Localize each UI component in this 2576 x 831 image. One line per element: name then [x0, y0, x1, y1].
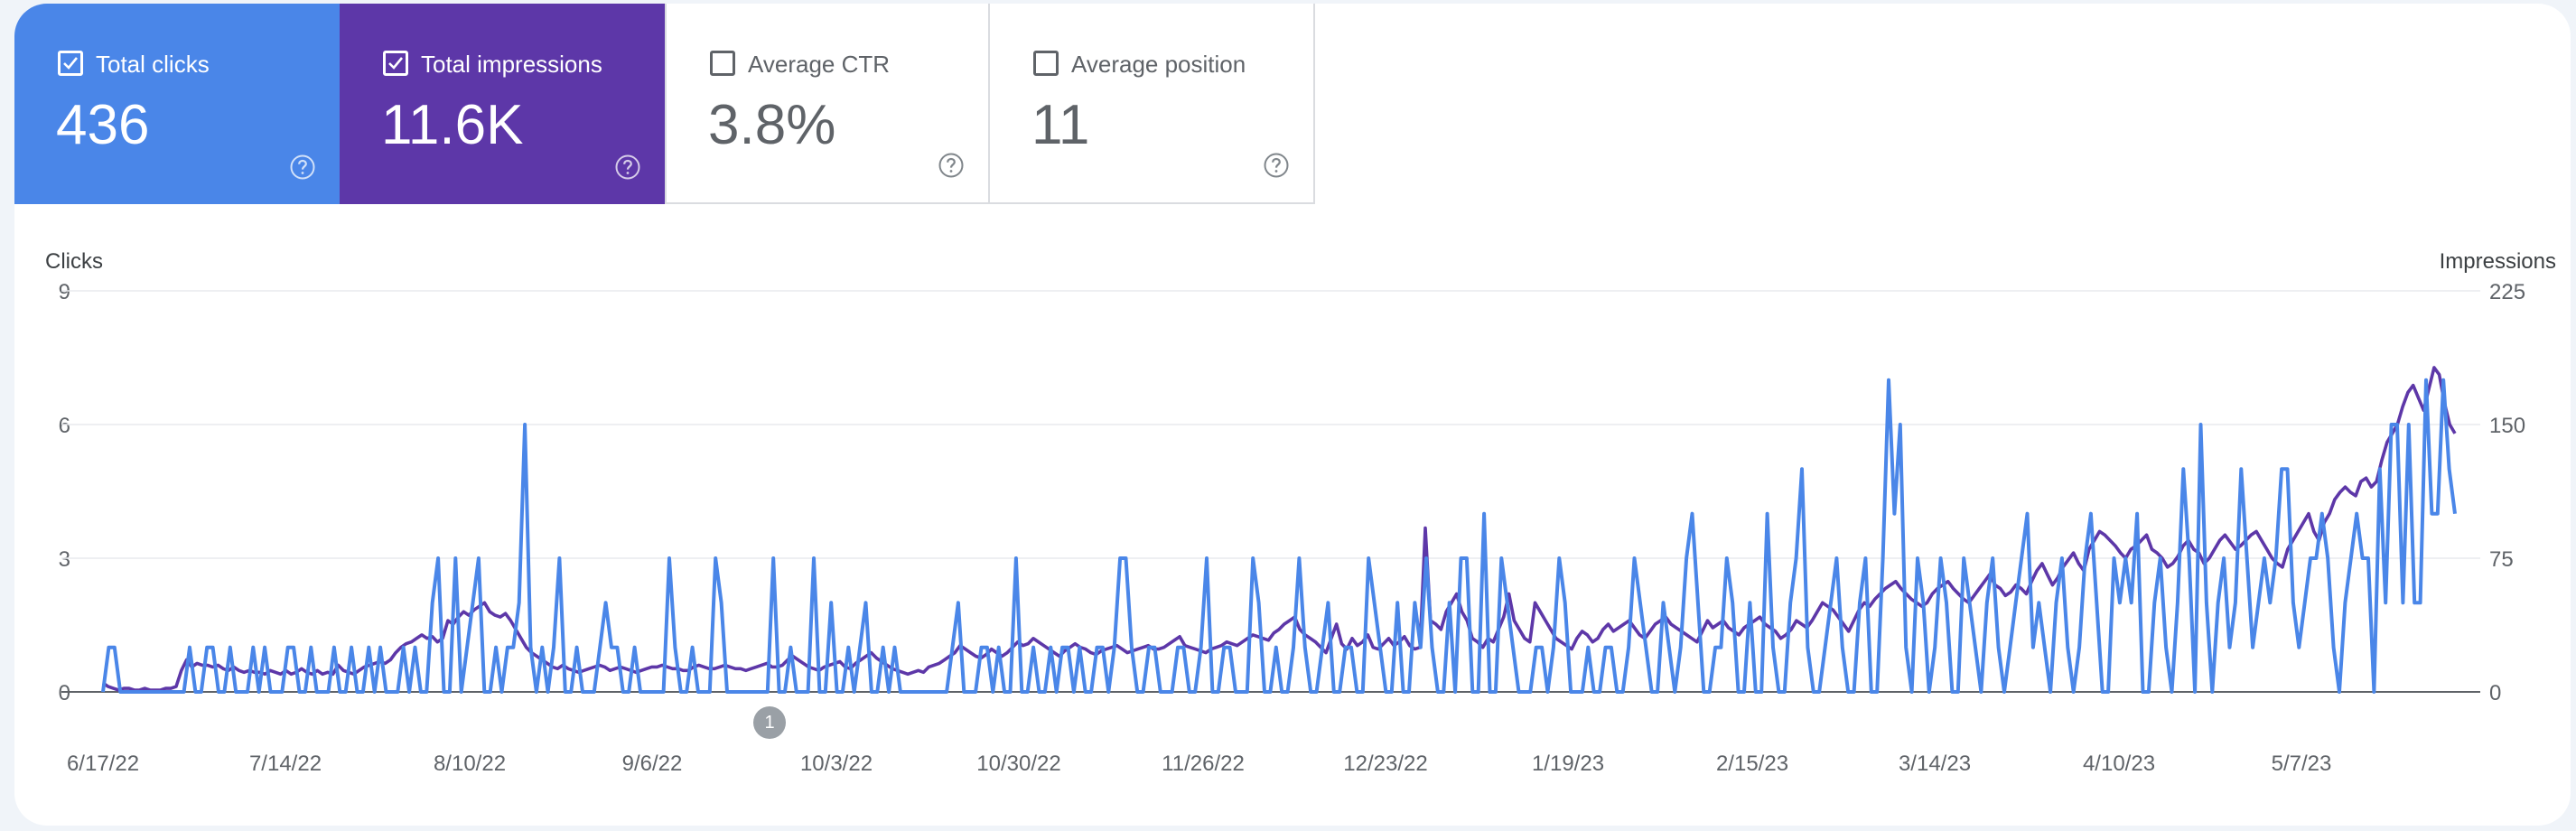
x-tick-label: 12/23/22: [1343, 752, 1428, 776]
total-clicks-value: 436: [56, 94, 150, 156]
x-tick-label: 8/10/22: [433, 752, 507, 776]
average-ctr-card[interactable]: Average CTR 3.8%: [665, 4, 990, 204]
annotation-marker[interactable]: 1: [753, 706, 786, 739]
average-position-label: Average position: [1071, 51, 1246, 78]
checkbox-icon[interactable]: [383, 51, 408, 76]
help-circle-icon[interactable]: [1263, 152, 1290, 179]
y-tick-left: 3: [58, 547, 70, 572]
x-tick-label: 3/14/23: [1898, 752, 1972, 776]
y-tick-right: 150: [2489, 414, 2526, 438]
checkbox-icon[interactable]: [58, 51, 83, 76]
y-tick-left: 6: [58, 414, 70, 438]
y-tick-right: 225: [2489, 280, 2526, 304]
metric-cards: Total clicks 436 Total impressions 11.6K…: [14, 4, 1315, 204]
clicks-series-line: [101, 378, 2457, 694]
y-tick-right: 0: [2489, 681, 2502, 705]
y-tick-left: 9: [58, 280, 70, 304]
checkbox-icon[interactable]: [1033, 51, 1059, 76]
x-tick-label: 10/30/22: [976, 752, 1061, 776]
total-impressions-card[interactable]: Total impressions 11.6K: [340, 4, 665, 204]
x-tick-label: 6/17/22: [66, 752, 140, 776]
impressions-series-line: [101, 366, 2457, 692]
average-ctr-label: Average CTR: [748, 51, 891, 78]
x-tick-label: 9/6/22: [621, 752, 683, 776]
total-clicks-label: Total clicks: [96, 51, 210, 78]
help-circle-icon[interactable]: [614, 154, 641, 181]
x-tick-label: 4/10/23: [2082, 752, 2156, 776]
x-tick-label: 1/19/23: [1531, 752, 1605, 776]
y-axis-right-title: Impressions: [2439, 249, 2556, 274]
performance-line-chart: [61, 290, 2480, 694]
y-tick-left: 0: [58, 681, 70, 705]
total-impressions-label: Total impressions: [421, 51, 602, 78]
y-axis-left-title: Clicks: [45, 249, 103, 274]
average-ctr-value: 3.8%: [708, 94, 836, 156]
y-tick-right: 75: [2489, 547, 2514, 572]
x-tick-label: 10/3/22: [799, 752, 873, 776]
average-position-card[interactable]: Average position 11: [990, 4, 1315, 204]
help-circle-icon[interactable]: [289, 154, 316, 181]
total-clicks-card[interactable]: Total clicks 436: [14, 4, 340, 204]
x-tick-label: 5/7/23: [2271, 752, 2332, 776]
performance-panel: Total clicks 436 Total impressions 11.6K…: [14, 4, 2571, 826]
x-tick-label: 11/26/22: [1162, 752, 1245, 776]
checkbox-icon[interactable]: [710, 51, 735, 76]
x-tick-label: 2/15/23: [1715, 752, 1789, 776]
x-tick-label: 7/14/22: [248, 752, 322, 776]
average-position-value: 11: [1031, 94, 1090, 156]
help-circle-icon[interactable]: [938, 152, 965, 179]
total-impressions-value: 11.6K: [381, 94, 524, 156]
